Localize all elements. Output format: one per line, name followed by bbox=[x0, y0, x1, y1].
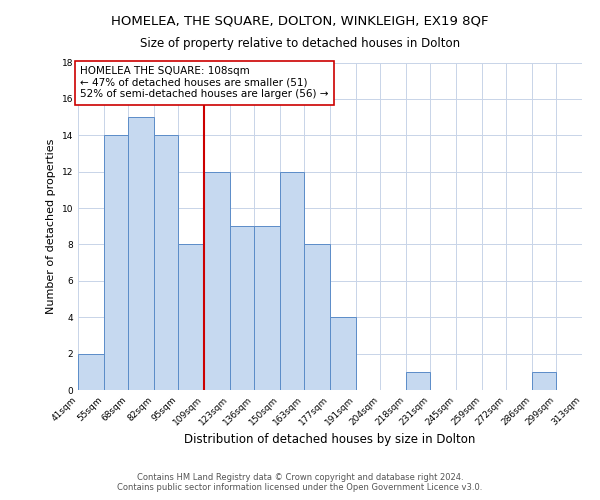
Bar bbox=[178, 244, 204, 390]
Text: Contains HM Land Registry data © Crown copyright and database right 2024.
Contai: Contains HM Land Registry data © Crown c… bbox=[118, 473, 482, 492]
Bar bbox=[204, 172, 230, 390]
Text: Size of property relative to detached houses in Dolton: Size of property relative to detached ho… bbox=[140, 38, 460, 51]
Y-axis label: Number of detached properties: Number of detached properties bbox=[46, 138, 56, 314]
Bar bbox=[406, 372, 430, 390]
Bar bbox=[330, 317, 356, 390]
Text: HOMELEA, THE SQUARE, DOLTON, WINKLEIGH, EX19 8QF: HOMELEA, THE SQUARE, DOLTON, WINKLEIGH, … bbox=[111, 15, 489, 28]
Bar bbox=[254, 226, 280, 390]
X-axis label: Distribution of detached houses by size in Dolton: Distribution of detached houses by size … bbox=[184, 432, 476, 446]
Bar bbox=[128, 117, 154, 390]
Bar bbox=[78, 354, 104, 390]
Bar bbox=[304, 244, 330, 390]
Bar bbox=[104, 136, 128, 390]
Text: HOMELEA THE SQUARE: 108sqm
← 47% of detached houses are smaller (51)
52% of semi: HOMELEA THE SQUARE: 108sqm ← 47% of deta… bbox=[80, 66, 328, 100]
Bar bbox=[230, 226, 254, 390]
Bar bbox=[154, 136, 178, 390]
Bar bbox=[532, 372, 556, 390]
Bar bbox=[280, 172, 304, 390]
